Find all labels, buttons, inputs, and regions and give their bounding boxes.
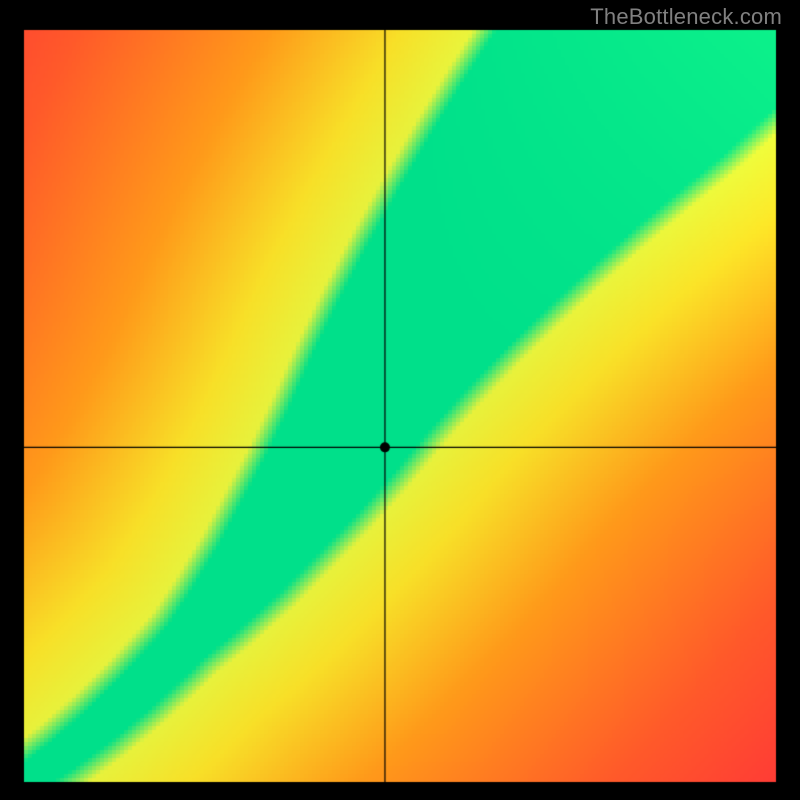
bottleneck-heatmap [0,0,800,800]
watermark-text: TheBottleneck.com [590,4,782,30]
